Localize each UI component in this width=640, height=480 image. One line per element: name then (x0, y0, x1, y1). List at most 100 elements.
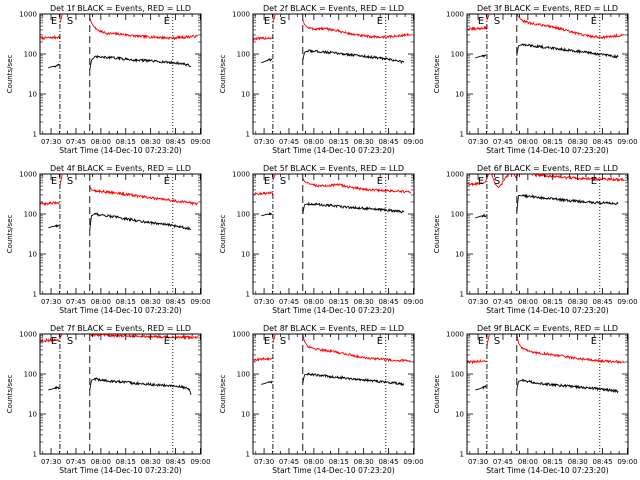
x-tick-label: 09:00 (190, 458, 210, 466)
series-events-line (475, 213, 487, 219)
x-tick-label: 07:30 (468, 138, 488, 146)
chart-svg: Det 1f BLACK = Events, RED = LLD 1 10 100 10… (6, 4, 211, 155)
marker-label: S (67, 176, 73, 187)
series-events-line (516, 43, 619, 59)
series-lld-line (40, 337, 61, 343)
plot-frame (466, 333, 629, 455)
series-lld-line (516, 334, 625, 364)
y-axis-label: Counts/sec (433, 215, 441, 254)
plot-area (253, 14, 412, 65)
series-events-line (261, 58, 273, 64)
plot-frame (39, 173, 202, 295)
detector-panel-1f: Det 1f BLACK = Events, RED = LLD 1 10 100 10… (0, 0, 213, 160)
series-events-line (48, 63, 60, 69)
series-lld-line (253, 356, 274, 362)
chart-title: Det 3f BLACK = Events, RED = LLD (477, 4, 618, 13)
chart-svg: Det 8f BLACK = Events, RED = LLD 1 10 100 10… (219, 324, 424, 475)
y-tick-label: 1000 (19, 171, 37, 179)
detector-panel-8f: Det 8f BLACK = Events, RED = LLD 1 10 100 10… (213, 320, 426, 480)
x-tick-label: 07:45 (279, 138, 299, 146)
detector-panel-5f: Det 5f BLACK = Events, RED = LLD 1 10 100 10… (213, 160, 426, 320)
marker-label: E (164, 336, 170, 347)
x-tick-label: 08:45 (165, 298, 185, 306)
marker-label: E (51, 336, 57, 347)
y-tick-label: 1000 (19, 11, 37, 19)
series-events-line (516, 193, 619, 213)
marker-label: E (264, 336, 270, 347)
x-tick-label: 08:00 (518, 298, 538, 306)
chart-svg: Det 5f BLACK = Events, RED = LLD 1 10 100 10… (219, 164, 424, 315)
marker-label: S (280, 16, 286, 27)
x-tick-label: 07:30 (468, 458, 488, 466)
x-tick-label: 08:45 (165, 458, 185, 466)
y-tick-label: 100 (24, 51, 37, 59)
chart-svg: Det 4f BLACK = Events, RED = LLD 1 10 100 10… (6, 164, 211, 315)
chart-title: Det 1f BLACK = Events, RED = LLD (50, 4, 191, 13)
x-tick-label: 08:30 (141, 298, 161, 306)
chart-svg: Det 6f BLACK = Events, RED = LLD 1 10 100 10… (433, 164, 638, 315)
x-axis-label: Start Time (14-Dec-10 07:23:20) (486, 146, 608, 155)
x-tick-label: 09:00 (617, 298, 637, 306)
plot-frame (39, 333, 202, 455)
x-axis-label: Start Time (14-Dec-10 07:23:20) (272, 306, 394, 315)
x-tick-label: 07:30 (468, 298, 488, 306)
x-axis-label: Start Time (14-Dec-10 07:23:20) (486, 306, 608, 315)
x-tick-label: 07:30 (41, 458, 61, 466)
x-tick-label: 08:30 (568, 138, 588, 146)
series-events-line (302, 49, 405, 65)
x-tick-label: 08:15 (116, 458, 136, 466)
chart-title: Det 6f BLACK = Events, RED = LLD (477, 164, 618, 173)
y-axis-label: Counts/sec (6, 375, 14, 414)
marker-label: E (264, 176, 270, 187)
series-lld-line (302, 177, 412, 194)
plot-area (253, 334, 412, 387)
series-events-line (261, 211, 273, 217)
y-tick-label: 1000 (446, 331, 464, 339)
y-tick-label: 1000 (232, 11, 250, 19)
x-tick-label: 08:00 (91, 138, 111, 146)
series-lld-line (302, 334, 412, 363)
y-tick-label: 1 (460, 291, 464, 299)
series-lld-line (486, 14, 490, 21)
series-lld-line (467, 25, 488, 32)
series-lld-line (253, 190, 274, 196)
series-lld-line (253, 36, 273, 42)
y-tick-label: 1000 (446, 11, 464, 19)
marker-label: E (478, 176, 484, 187)
series-lld-line (40, 34, 61, 41)
x-tick-label: 07:45 (66, 298, 86, 306)
x-tick-label: 09:00 (403, 458, 423, 466)
marker-label: S (280, 336, 286, 347)
x-tick-label: 08:30 (568, 458, 588, 466)
x-tick-label: 08:15 (116, 138, 136, 146)
y-tick-label: 1000 (232, 171, 250, 179)
marker-label: E (377, 176, 383, 187)
marker-label: E (591, 176, 597, 187)
x-axis-label: Start Time (14-Dec-10 07:23:20) (59, 306, 181, 315)
plot-area (467, 174, 625, 219)
series-events-line (48, 224, 60, 229)
series-events-line (475, 384, 487, 391)
x-axis-label: Start Time (14-Dec-10 07:23:20) (59, 466, 181, 475)
series-events-line (302, 372, 405, 387)
x-tick-label: 08:00 (304, 458, 324, 466)
y-tick-label: 1 (246, 451, 250, 459)
y-tick-label: 1 (33, 131, 37, 139)
x-tick-label: 07:30 (254, 458, 274, 466)
detector-panel-7f: Det 7f BLACK = Events, RED = LLD 1 10 100 10… (0, 320, 213, 480)
y-tick-label: 100 (237, 211, 250, 219)
chart-title: Det 7f BLACK = Events, RED = LLD (50, 324, 191, 333)
x-tick-label: 07:45 (493, 138, 513, 146)
plot-area (40, 174, 199, 231)
chart-title: Det 2f BLACK = Events, RED = LLD (263, 4, 404, 13)
plot-area (467, 14, 625, 59)
y-tick-label: 10 (241, 251, 250, 259)
y-axis-label: Counts/sec (433, 55, 441, 94)
plot-area (40, 14, 199, 70)
chart-svg: Det 7f BLACK = Events, RED = LLD 1 10 100 10… (6, 324, 211, 475)
y-tick-label: 10 (455, 91, 464, 99)
series-events-line (48, 385, 60, 391)
plot-area (253, 174, 412, 217)
x-tick-label: 08:45 (165, 138, 185, 146)
